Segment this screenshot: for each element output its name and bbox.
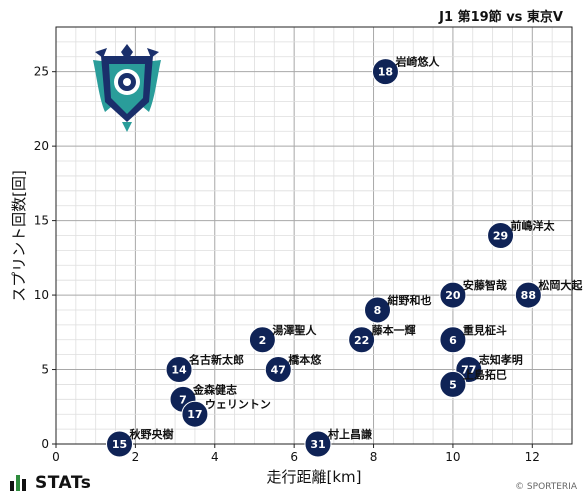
- player-name-label: 橋本悠: [288, 353, 322, 367]
- player-name-label: 岩崎悠人: [394, 55, 440, 69]
- y-tick-label: 25: [34, 65, 49, 79]
- player-number-label: 5: [449, 378, 457, 391]
- match-title: J1 第19節 vs 東京V: [439, 10, 563, 25]
- point-marker: [264, 356, 292, 384]
- player-name-label: 村上昌謙: [328, 427, 372, 441]
- y-tick-label: 10: [34, 288, 49, 302]
- x-tick-label: 8: [370, 450, 378, 464]
- data-point: 5 上島拓巳: [439, 367, 507, 398]
- data-point: 6 重見柾斗: [439, 323, 507, 354]
- player-name-label: 松岡大起: [538, 278, 583, 292]
- point-marker: [106, 430, 134, 458]
- player-name-label: 重見柾斗: [463, 323, 507, 337]
- player-name-label: 金森健志: [192, 382, 237, 396]
- point-marker: [248, 326, 276, 354]
- bar-chart-icon: [10, 475, 26, 491]
- player-number-label: 14: [171, 364, 187, 377]
- x-tick-label: 4: [211, 450, 219, 464]
- player-name-label: 湯澤聖人: [272, 323, 317, 337]
- x-tick-label: 0: [52, 450, 60, 464]
- player-name-label: 名古新太郎: [189, 353, 244, 367]
- grid: [55, 26, 573, 445]
- player-number-label: 29: [493, 230, 508, 243]
- x-tick-label: 6: [290, 450, 298, 464]
- copyright-text: © SPORTERIA: [515, 482, 577, 492]
- player-name-label: 藤本一輝: [372, 323, 416, 337]
- player-name-label: 秋野央樹: [130, 427, 174, 441]
- point-marker: [348, 326, 376, 354]
- player-number-label: 31: [310, 438, 325, 451]
- y-tick-label: 15: [34, 214, 49, 228]
- point-marker: [364, 296, 392, 324]
- point-marker: [439, 326, 467, 354]
- y-axis-label: スプリント回数[回]: [10, 170, 28, 302]
- player-number-label: 8: [374, 304, 382, 317]
- data-point: 2 湯澤聖人: [248, 323, 317, 354]
- point-marker: [165, 356, 193, 384]
- player-name-label: ウェリントン: [205, 398, 271, 411]
- x-axis-label: 走行距離[km]: [266, 468, 361, 486]
- x-tick-label: 2: [132, 450, 140, 464]
- player-number-label: 88: [521, 289, 536, 302]
- data-points: 18岩崎悠人29前嶋洋太20安藤智哉88松岡大起8紺野和也22藤本一輝6重見柾斗…: [106, 55, 583, 458]
- point-marker: [439, 281, 467, 309]
- player-number-label: 17: [187, 408, 202, 421]
- point-marker: [487, 222, 515, 249]
- player-number-label: 18: [378, 66, 393, 79]
- player-name-label: 安藤智哉: [463, 278, 507, 292]
- player-number-label: 22: [354, 334, 369, 347]
- stats-logo: STATs: [10, 473, 92, 493]
- y-tick-label: 20: [34, 139, 49, 153]
- point-marker: [371, 58, 399, 86]
- player-number-label: 20: [445, 289, 461, 302]
- x-tick-label: 10: [445, 450, 460, 464]
- player-number-label: 2: [259, 334, 267, 347]
- player-number-label: 77: [461, 364, 476, 377]
- team-logo-icon: [93, 44, 161, 132]
- y-tick-label: 5: [41, 363, 49, 377]
- point-marker: [304, 430, 332, 458]
- point-marker: [181, 400, 209, 428]
- player-number-label: 6: [449, 334, 457, 347]
- y-tick-label: 0: [41, 437, 49, 451]
- player-name-label: 前嶋洋太: [511, 219, 556, 233]
- point-marker: [439, 370, 467, 398]
- data-point: 8 紺野和也: [364, 293, 432, 324]
- x-tick-label: 12: [525, 450, 540, 464]
- player-name-label: 紺野和也: [388, 293, 432, 307]
- player-name-label: 志知孝明: [479, 353, 523, 367]
- player-number-label: 7: [179, 393, 187, 406]
- point-marker: [514, 281, 542, 309]
- player-name-label: 上島拓巳: [463, 367, 507, 381]
- player-number-label: 15: [112, 438, 127, 451]
- stats-brand: STATs: [35, 473, 92, 493]
- player-number-label: 47: [271, 364, 286, 377]
